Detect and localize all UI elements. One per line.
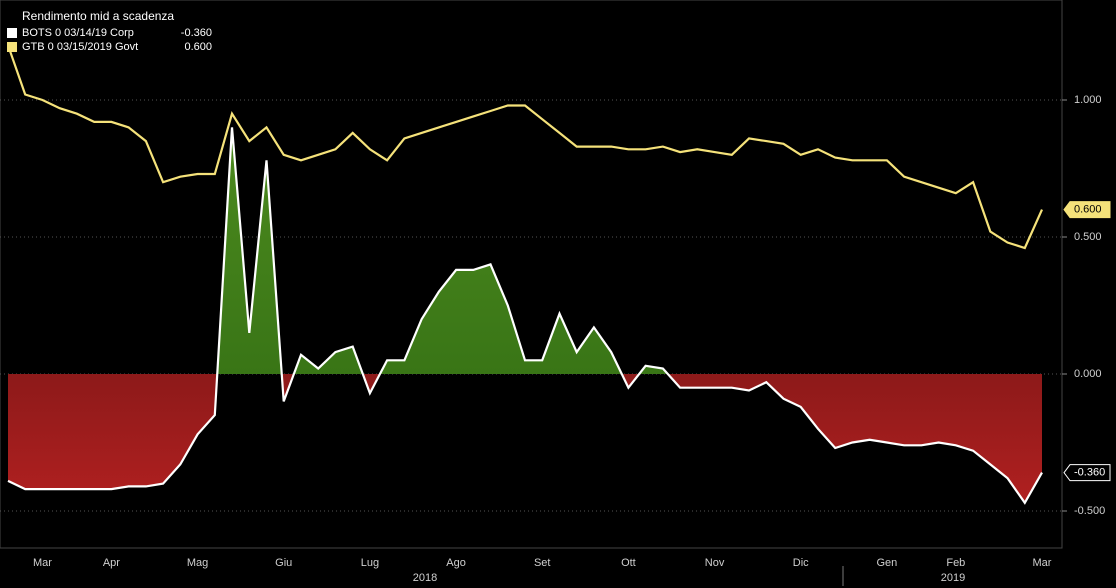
x-tick-label: Ago	[446, 557, 466, 569]
x-tick-label: Set	[534, 557, 551, 569]
x-tick-label: Mag	[187, 557, 208, 569]
last-value-flag	[1063, 201, 1111, 219]
x-tick-label: Giu	[275, 557, 292, 569]
y-tick-label: 0.500	[1074, 231, 1102, 243]
positive-area	[217, 127, 668, 374]
x-tick-label: Apr	[103, 557, 120, 569]
last-value-label: -0.360	[1074, 467, 1105, 479]
x-tick-label: Nov	[705, 557, 725, 569]
x-tick-label: Lug	[361, 557, 379, 569]
legend-box	[4, 6, 214, 60]
series-line	[7, 127, 1043, 505]
x-tick-label: Ott	[621, 557, 636, 569]
legend-value: -0.360	[181, 27, 212, 39]
x-tick-label: Mar	[33, 557, 52, 569]
series-line	[6, 44, 1044, 250]
x-tick-label: Feb	[946, 557, 965, 569]
legend: Rendimento mid a scadenza BOTS 0 03/14/1…	[4, 6, 214, 60]
legend-swatch	[7, 28, 17, 38]
y-tick-label: 0.000	[1074, 368, 1102, 380]
last-value-label: 0.600	[1074, 204, 1102, 216]
legend-swatch	[7, 42, 17, 52]
legend-title: Rendimento mid a scadenza	[22, 9, 174, 23]
last-value-flag	[1063, 464, 1111, 482]
year-label: 2019	[941, 572, 965, 584]
legend-label: GTB 0 03/15/2019 Govt	[22, 41, 138, 53]
x-tick-label: Gen	[877, 557, 898, 569]
y-tick-label: -0.500	[1074, 505, 1105, 517]
y-tick-label: 1.000	[1074, 94, 1102, 106]
year-label: 2018	[413, 572, 437, 584]
x-tick-label: Dic	[793, 557, 809, 569]
x-tick-label: Mar	[1033, 557, 1052, 569]
legend-value: 0.600	[184, 41, 212, 53]
negative-area	[8, 374, 1042, 503]
legend-label: BOTS 0 03/14/19 Corp	[22, 27, 134, 39]
